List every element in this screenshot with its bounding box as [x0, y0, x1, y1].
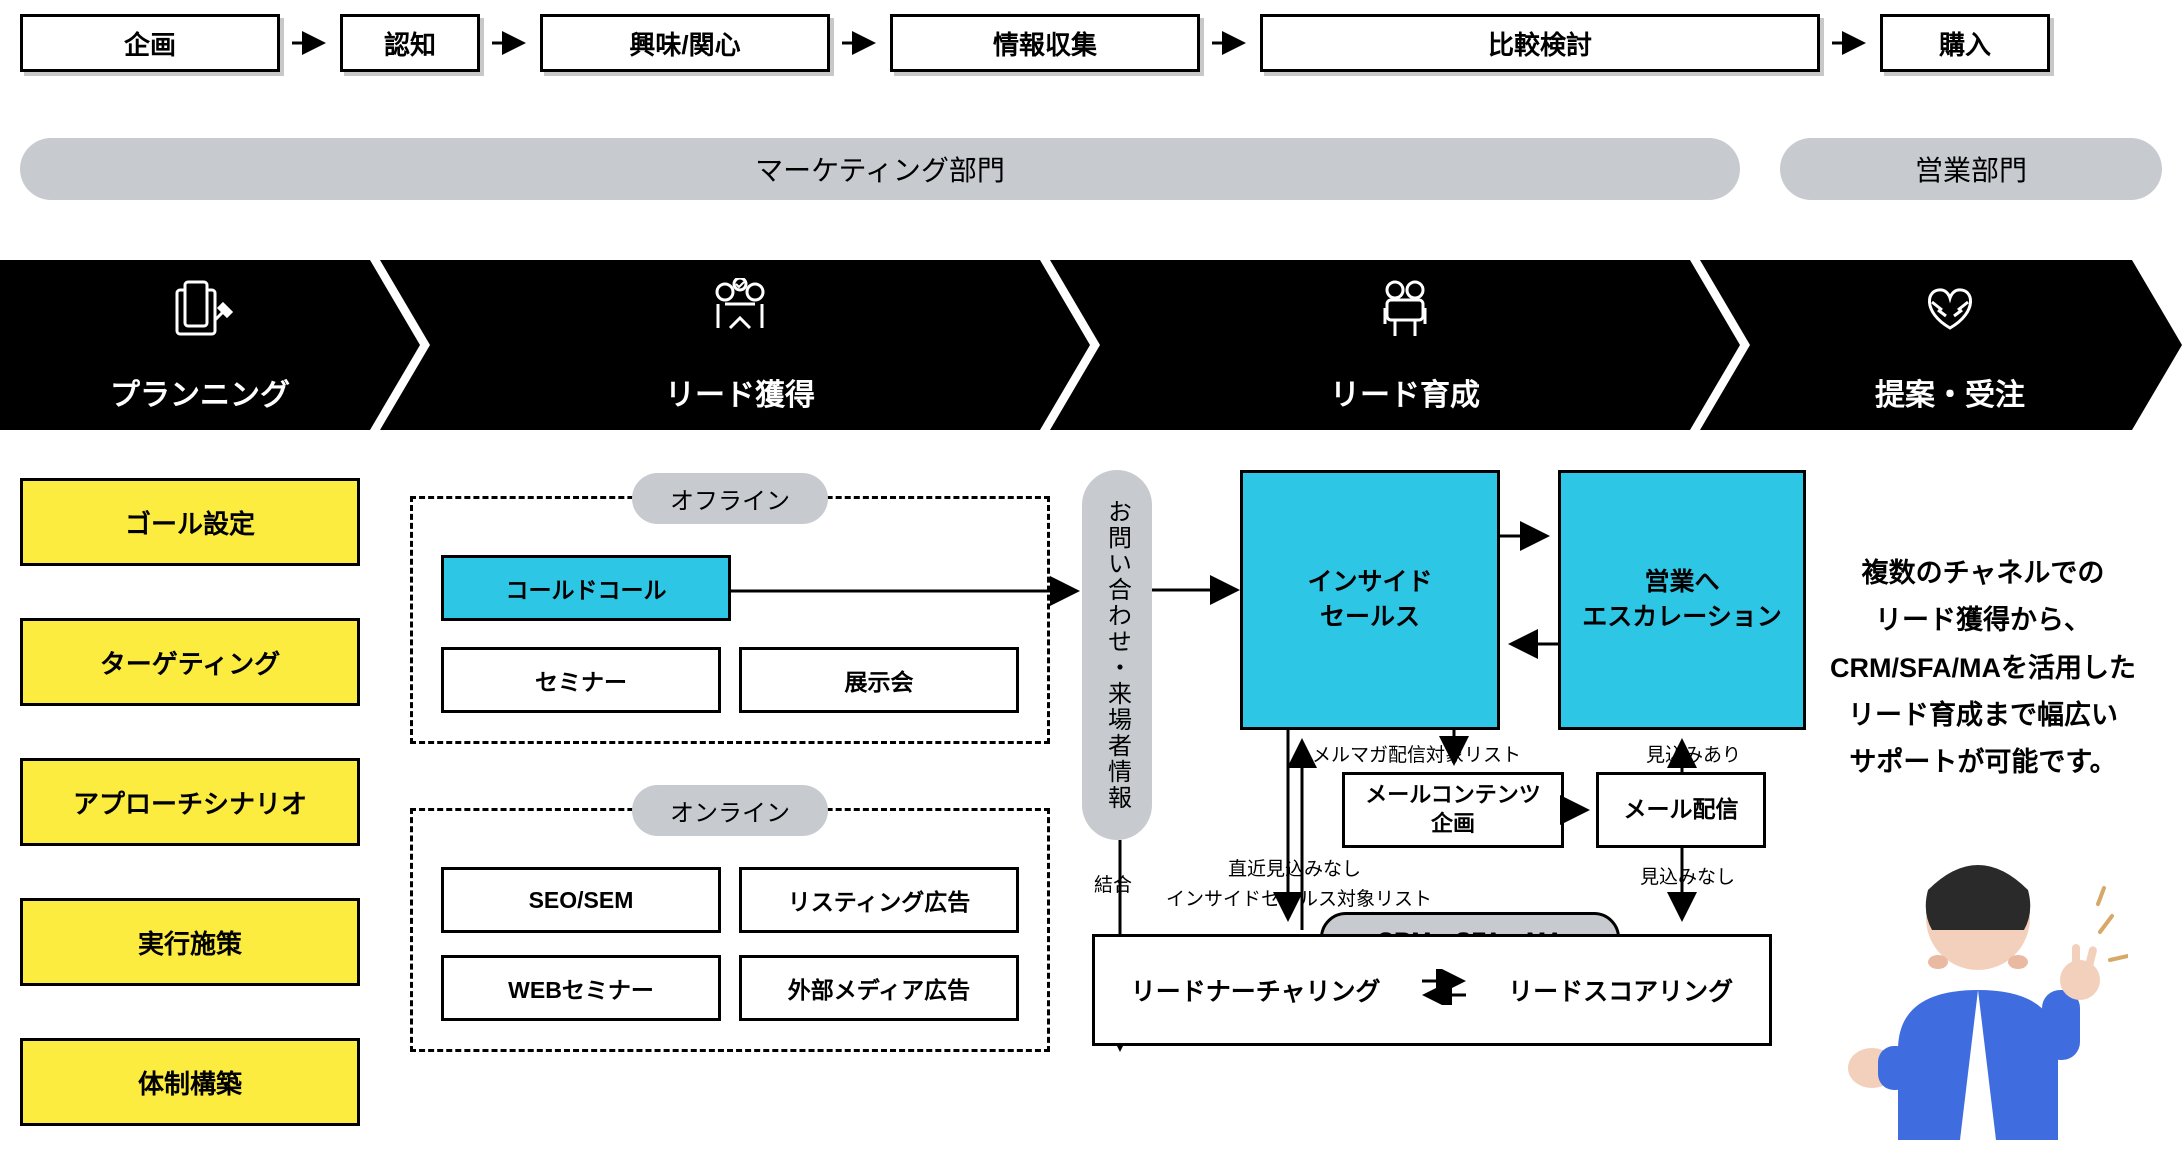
- channel-coldcall: コールドコール: [441, 555, 731, 621]
- heart-hands-icon: [1912, 278, 1988, 343]
- dept-label: マーケティング部門: [755, 149, 1005, 189]
- nl-inside-list: インサイドセールス対象リスト: [1166, 884, 1432, 911]
- chevron-proposal: 提案・受注: [1730, 260, 2170, 430]
- lead-scoring-label: リードスコアリング: [1508, 972, 1733, 1008]
- planning-step: 実行施策: [20, 898, 360, 986]
- main-content: ゴール設定 ターゲティング アプローチシナリオ 実行施策 体制構築 オフライン …: [20, 470, 2162, 1164]
- nl-newsletter: メルマガ配信対象リスト: [1312, 740, 1521, 767]
- handshake-icon: [700, 278, 780, 347]
- step-label: 実行施策: [138, 924, 242, 961]
- channel-seminar: セミナー: [441, 647, 721, 713]
- funnel-row: 企画 認知 興味/関心 情報収集 比較検討 購入: [20, 12, 2162, 74]
- funnel-stage: 興味/関心: [540, 14, 830, 72]
- nl-prospect-yes: 見込みあり: [1646, 740, 1741, 767]
- people-icon: [1369, 278, 1441, 347]
- planning-step: 体制構築: [20, 1038, 360, 1126]
- channel-webinar: WEBセミナー: [441, 955, 721, 1021]
- swap-icon: [1416, 969, 1472, 1012]
- arrow-right-icon: [492, 31, 528, 55]
- arrow-right-icon: [842, 31, 878, 55]
- lead-nurturing-label: リードナーチャリング: [1131, 972, 1381, 1008]
- channel-seo: SEO/SEM: [441, 867, 721, 933]
- funnel-stage: 情報収集: [890, 14, 1200, 72]
- dept-label: 営業部門: [1915, 149, 2027, 189]
- arrow-right-icon: [292, 31, 328, 55]
- chevron-planning: プランニング: [0, 260, 400, 430]
- arrow-right-icon: [1212, 31, 1248, 55]
- mail-content-box: メールコンテンツ 企画: [1342, 772, 1564, 848]
- chevron-label: 提案・受注: [1875, 379, 2025, 412]
- box-label: メール配信: [1624, 795, 1739, 825]
- channel-label: WEBセミナー: [508, 971, 654, 1005]
- funnel-label: 企画: [124, 25, 176, 62]
- group-title-label: オフライン: [670, 488, 790, 515]
- channel-label: 外部メディア広告: [788, 971, 970, 1005]
- funnel-label: 興味/関心: [629, 25, 740, 62]
- online-group: オンライン SEO/SEM リスティング広告 WEBセミナー 外部メディア広告: [410, 808, 1050, 1052]
- dept-sales: 営業部門: [1780, 138, 2162, 200]
- funnel-stage: 比較検討: [1260, 14, 1820, 72]
- chevron-nurture: リード育成: [1080, 260, 1730, 430]
- group-title: オンライン: [632, 785, 828, 836]
- chevron-label: プランニング: [110, 379, 290, 412]
- planning-step: アプローチシナリオ: [20, 758, 360, 846]
- department-row: マーケティング部門 営業部門: [20, 138, 2162, 200]
- step-label: ターゲティング: [100, 644, 280, 681]
- planning-column: ゴール設定 ターゲティング アプローチシナリオ 実行施策 体制構築: [20, 478, 360, 1126]
- box-label: メールコンテンツ 企画: [1365, 781, 1541, 838]
- channel-label: コールドコール: [506, 571, 667, 605]
- funnel-label: 購入: [1939, 25, 1991, 62]
- funnel-stage: 購入: [1880, 14, 2050, 72]
- funnel-label: 比較検討: [1488, 25, 1592, 62]
- nurturing-scoring-box: リードナーチャリング リードスコアリング: [1092, 934, 1772, 1046]
- group-title-label: オンライン: [670, 800, 790, 827]
- offline-group: オフライン コールドコール セミナー 展示会: [410, 496, 1050, 744]
- funnel-label: 認知: [384, 25, 436, 62]
- nurture-area: インサイド セールス 営業へ エスカレーション メルマガ配信対象リスト 見込みあ…: [1092, 464, 1742, 1164]
- channel-label: セミナー: [535, 663, 627, 697]
- group-title: オフライン: [632, 473, 828, 524]
- mail-send-box: メール配信: [1596, 772, 1766, 848]
- channel-label: SEO/SEM: [529, 887, 634, 914]
- step-label: 体制構築: [138, 1064, 242, 1101]
- step-label: ゴール設定: [125, 504, 255, 541]
- funnel-stage: 企画: [20, 14, 280, 72]
- channel-expo: 展示会: [739, 647, 1019, 713]
- arrow-right-icon: [1832, 31, 1868, 55]
- summary-content: 複数のチャネルでの リード獲得から、 CRM/SFA/MAを活用した リード育成…: [1830, 558, 2136, 777]
- escalation-box: 営業へ エスカレーション: [1558, 470, 1806, 730]
- channel-media: 外部メディア広告: [739, 955, 1019, 1021]
- chevron-label: リード獲得: [665, 379, 815, 412]
- process-chevron-row: プランニング リード獲得 リード育成 提案・受注: [0, 260, 2182, 430]
- funnel-stage: 認知: [340, 14, 480, 72]
- funnel-label: 情報収集: [993, 25, 1097, 62]
- nl-no-recent: 直近見込みなし: [1228, 854, 1361, 881]
- chevron-label: リード育成: [1330, 379, 1480, 412]
- summary-text: 複数のチャネルでの リード獲得から、 CRM/SFA/MAを活用した リード育成…: [1798, 550, 2168, 786]
- box-label: 営業へ エスカレーション: [1582, 565, 1782, 635]
- planning-step: ターゲティング: [20, 618, 360, 706]
- channel-label: 展示会: [845, 663, 914, 697]
- person-illustration: [1828, 840, 2128, 1140]
- nl-prospect-no: 見込みなし: [1640, 862, 1735, 889]
- planning-icon: [165, 278, 235, 347]
- step-label: アプローチシナリオ: [73, 784, 307, 821]
- box-label: インサイド セールス: [1307, 565, 1432, 635]
- dept-marketing: マーケティング部門: [20, 138, 1740, 200]
- channel-label: リスティング広告: [788, 883, 971, 917]
- planning-step: ゴール設定: [20, 478, 360, 566]
- chevron-leadgen: リード獲得: [400, 260, 1080, 430]
- inside-sales-box: インサイド セールス: [1240, 470, 1500, 730]
- leadgen-area: オフライン コールドコール セミナー 展示会 オンライン SEO/SEM リステ…: [410, 470, 1050, 1052]
- channel-listing: リスティング広告: [739, 867, 1019, 933]
